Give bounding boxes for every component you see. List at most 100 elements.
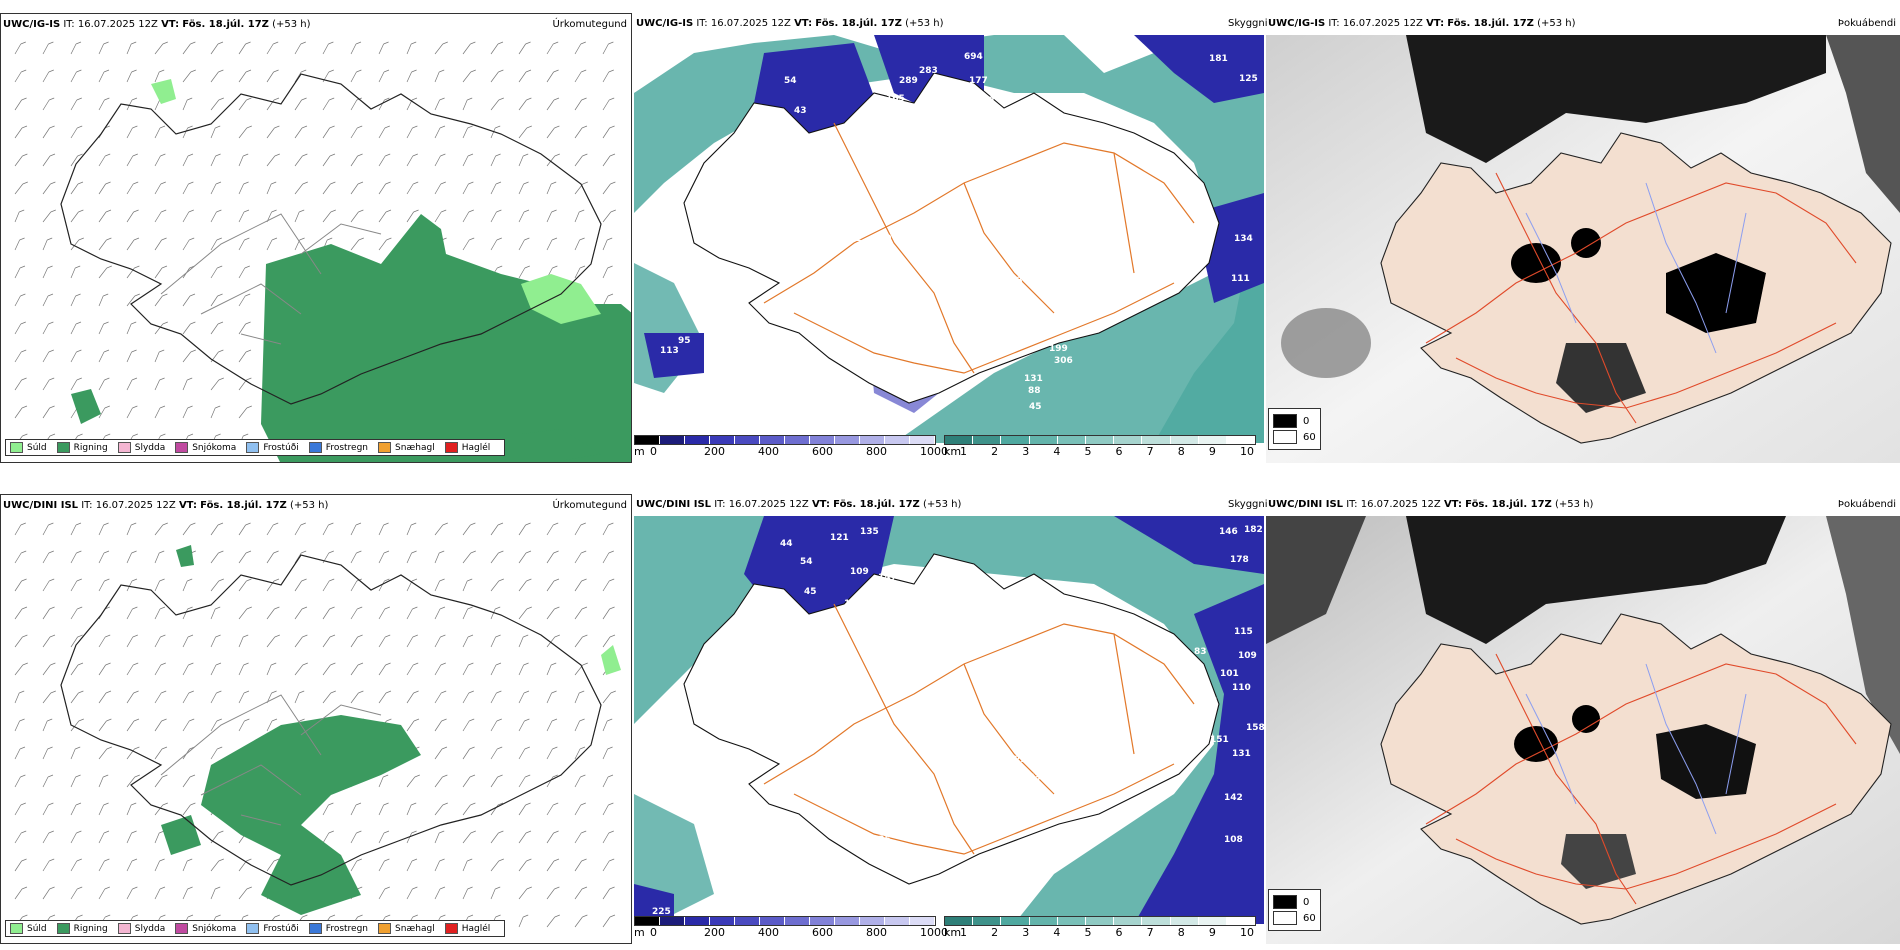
- fog-panel-top: UWC/IG-IS IT: 16.07.2025 12Z VT: Fös. 18…: [1266, 13, 1900, 463]
- colorbar-tick: 1: [960, 926, 967, 939]
- wind-barb: [462, 858, 473, 872]
- wind-barb: [238, 125, 252, 139]
- wind-barb: [126, 293, 140, 307]
- wind-barb: [70, 550, 82, 564]
- visibility-value-label: 86: [898, 743, 911, 753]
- wind-barb: [210, 69, 224, 83]
- wind-barb: [294, 181, 308, 195]
- wind-barb: [574, 125, 588, 139]
- wind-barb: [14, 522, 26, 536]
- wind-barb: [434, 578, 445, 592]
- wind-barb: [98, 97, 110, 111]
- wind-barb: [210, 690, 222, 704]
- colorbar-segment: [635, 436, 660, 444]
- wind-barb: [70, 578, 82, 592]
- visibility-value-label: 121: [926, 593, 945, 603]
- wind-barb: [14, 578, 27, 592]
- visibility-panel-top: UWC/IG-IS IT: 16.07.2025 12Z VT: Fös. 18…: [634, 13, 1264, 463]
- wind-barb: [182, 606, 193, 620]
- wind-barb: [294, 578, 307, 592]
- wind-barb: [574, 774, 586, 788]
- wind-barb: [154, 237, 167, 251]
- wind-barb: [182, 886, 193, 900]
- wind-barb: [154, 405, 166, 419]
- wind-barb: [294, 69, 307, 83]
- legend-swatch: [308, 923, 322, 934]
- wind-barb: [154, 690, 167, 704]
- wind-barb: [462, 662, 474, 676]
- wind-barb: [266, 97, 280, 111]
- wind-barb: [462, 181, 474, 195]
- wind-barb: [322, 153, 336, 167]
- legend-swatch: [378, 442, 392, 453]
- legend-item-0: Súld: [10, 923, 47, 934]
- wind-barb: [42, 662, 56, 676]
- wind-barb: [266, 606, 280, 620]
- wind-barb: [490, 125, 501, 139]
- wind-barb: [182, 377, 193, 391]
- wind-barb: [406, 97, 418, 111]
- wind-barb: [434, 522, 448, 536]
- wind-barb: [322, 97, 335, 111]
- legend-label: Snæhagl: [395, 442, 435, 453]
- visibility-value-label: 104: [958, 250, 977, 260]
- fog-map-bottom: [1266, 516, 1900, 944]
- wind-barb: [266, 718, 278, 732]
- visibility-value-label: 225: [652, 907, 671, 917]
- wind-barb: [294, 522, 306, 536]
- wind-barb: [266, 69, 279, 83]
- wind-barb: [238, 209, 250, 223]
- wind-barb: [322, 606, 335, 620]
- colorbar-segment: [945, 917, 974, 925]
- wind-barb: [490, 237, 502, 251]
- wind-barb: [210, 377, 224, 391]
- wind-barb: [518, 774, 531, 788]
- legend-label: Haglél: [461, 442, 491, 453]
- legend-swatch: [56, 442, 70, 453]
- wind-barb: [518, 858, 532, 872]
- wind-barb: [378, 830, 390, 844]
- visibility-value-label: 54: [800, 557, 813, 567]
- wind-barb: [434, 550, 445, 564]
- wind-barb: [126, 377, 138, 391]
- visibility-value-label: 45: [1029, 402, 1042, 412]
- fog-map-top: [1266, 35, 1900, 463]
- wind-barb: [182, 662, 194, 676]
- wind-barb: [42, 858, 55, 872]
- wind-barb: [182, 578, 193, 592]
- wind-barb: [154, 858, 165, 872]
- visibility-value-label: 181: [1209, 54, 1228, 64]
- visibility-value-label: 125: [872, 835, 891, 845]
- wind-barb: [322, 209, 336, 223]
- wind-barb: [210, 125, 221, 139]
- wind-barb: [182, 802, 196, 816]
- colorbar-segment: [1057, 917, 1086, 925]
- wind-barb: [434, 662, 446, 676]
- wind-barb: [14, 153, 28, 167]
- colorbar-segment: [835, 436, 860, 444]
- wind-barb: [238, 634, 249, 648]
- wind-barb: [602, 606, 615, 620]
- wind-barb: [98, 578, 110, 592]
- wind-barb: [518, 802, 531, 816]
- wind-barb: [378, 69, 390, 83]
- wind-barb: [546, 97, 560, 111]
- wind-barb: [70, 125, 83, 139]
- wind-barb: [434, 774, 448, 788]
- wind-barb: [238, 237, 250, 251]
- wind-barb: [350, 125, 363, 139]
- wind-barb: [574, 690, 585, 704]
- wind-barb: [546, 718, 558, 732]
- colorbar-tick: 800: [866, 926, 887, 939]
- colorbar-segment: [735, 917, 760, 925]
- colorbar-segment: [860, 436, 885, 444]
- wind-barb: [126, 690, 139, 704]
- precip-type-panel-bottom: UWC/DINI ISL IT: 16.07.2025 12Z VT: Fös.…: [0, 494, 632, 944]
- wind-barb: [14, 634, 28, 648]
- wind-barb: [378, 774, 389, 788]
- wind-barb: [518, 41, 531, 55]
- wind-barb: [546, 125, 560, 139]
- wind-barb: [350, 181, 364, 195]
- colorbar-tick: 800: [866, 445, 887, 458]
- legend-swatch: [56, 923, 70, 934]
